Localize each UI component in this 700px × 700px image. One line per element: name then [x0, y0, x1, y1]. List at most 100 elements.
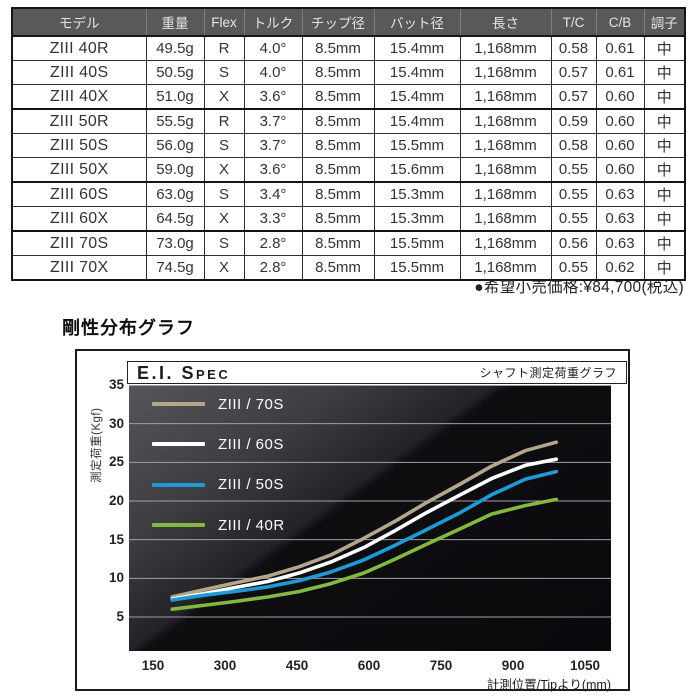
table-row: ZIII 50S 56.0g S 3.7° 8.5mm 15.5mm 1,168mm 0.58… [11, 133, 686, 158]
table-cell: 中 [643, 108, 686, 134]
table-cell: 15.3mm [373, 206, 461, 232]
table-cell: 0.56 [550, 230, 597, 256]
table-cell: 4.0° [243, 35, 303, 61]
series-line [170, 440, 559, 599]
table-cell: 3.6° [243, 157, 303, 183]
table-cell: 1,168mm [459, 60, 552, 85]
table-cell: 中 [643, 35, 686, 61]
chart-box: E.I. Spec シャフト測定荷重グラフ 測定荷重(Kgf) ZIII / 7… [75, 349, 630, 692]
column-header: モデル [11, 8, 147, 37]
table-cell: 56.0g [145, 133, 205, 158]
table-cell: 1,168mm [459, 230, 552, 256]
legend-item: ZIII / 40R [152, 516, 285, 534]
table-cell: 15.5mm [373, 255, 461, 281]
table-row: ZIII 50R 55.5g R 3.7° 8.5mm 15.4mm 1,168mm 0.59… [11, 108, 686, 134]
table-cell: 8.5mm [301, 230, 375, 256]
table-cell: 8.5mm [301, 35, 375, 61]
table-header-row: モデル 重量 Flex トルク チップ径 バット径 長さ T/C C/B 調子 [11, 8, 686, 37]
table-cell: 8.5mm [301, 60, 375, 85]
table-cell: 4.0° [243, 60, 303, 85]
model-cell: ZIII 40S [11, 60, 147, 85]
table-row: ZIII 70S 73.0g S 2.8° 8.5mm 15.5mm 1,168mm 0.56… [11, 230, 686, 256]
table-row: ZIII 50X 59.0g X 3.6° 8.5mm 15.6mm 1,168mm 0.55… [11, 157, 686, 183]
table-cell: 中 [643, 157, 686, 183]
table-cell: 中 [643, 133, 686, 158]
column-header: トルク [243, 8, 303, 37]
legend-item: ZIII / 70S [152, 395, 284, 413]
price-note: ●希望小売価格:¥84,700(税込) [474, 279, 684, 296]
legend-swatch [152, 402, 205, 406]
chart-title: E.I. Spec [137, 362, 231, 383]
legend-swatch [152, 482, 205, 487]
table-cell: 0.60 [595, 108, 645, 134]
table-cell: 0.63 [595, 230, 645, 256]
table-cell: 中 [643, 84, 686, 110]
x-tick-label: 1050 [570, 658, 601, 673]
column-header: C/B [595, 8, 645, 37]
table-cell: 中 [643, 206, 686, 232]
table-cell: 15.6mm [373, 157, 461, 183]
series-line [170, 469, 559, 602]
table-cell: X [203, 157, 245, 183]
table-cell: 1,168mm [459, 255, 552, 281]
table-cell: 中 [643, 181, 686, 207]
table-cell: 8.5mm [301, 206, 375, 232]
table-cell: 15.4mm [373, 35, 461, 61]
table-cell: 1,168mm [459, 133, 552, 158]
table-row: ZIII 40R 49.5g R 4.0° 8.5mm 15.4mm 1,168mm 0.58… [11, 35, 686, 61]
plot-area: ZIII / 70S ZIII / 60S ZIII / 50S ZIII / 40R [129, 385, 611, 651]
table-cell: 0.55 [550, 157, 597, 183]
table-cell: 0.58 [550, 133, 597, 158]
x-tick-label: 600 [357, 658, 381, 673]
legend-label: ZIII / 40R [218, 516, 285, 534]
table-cell: 1,168mm [459, 108, 552, 134]
table-cell: 1,168mm [459, 181, 552, 207]
table-cell: 64.5g [145, 206, 205, 232]
series-line [170, 457, 559, 601]
series-line [170, 497, 559, 611]
column-header: 調子 [643, 8, 686, 37]
x-tick-label: 450 [285, 658, 309, 673]
table-cell: 55.5g [145, 108, 205, 134]
y-tick-label: 20 [108, 492, 124, 508]
legend-label: ZIII / 60S [218, 435, 284, 453]
table-cell: 0.63 [595, 206, 645, 232]
legend-label: ZIII / 70S [218, 395, 284, 413]
table-cell: 3.6° [243, 84, 303, 110]
table-cell: 50.5g [145, 60, 205, 85]
table-cell: 15.3mm [373, 181, 461, 207]
legend-label: ZIII / 50S [218, 476, 284, 494]
table-cell: 1,168mm [459, 35, 552, 61]
model-cell: ZIII 50R [11, 108, 147, 134]
table-cell: X [203, 206, 245, 232]
table-cell: 0.57 [550, 60, 597, 85]
legend-item: ZIII / 50S [152, 476, 284, 494]
y-tick-label: 25 [108, 454, 124, 470]
table-row: ZIII 60S 63.0g S 3.4° 8.5mm 15.3mm 1,168mm 0.55… [11, 181, 686, 207]
table-cell: 1,168mm [459, 157, 552, 183]
table-cell: 15.5mm [373, 230, 461, 256]
model-cell: ZIII 50X [11, 157, 147, 183]
table-cell: 0.62 [595, 255, 645, 281]
table-cell: 8.5mm [301, 84, 375, 110]
table-cell: 74.5g [145, 255, 205, 281]
table-cell: 3.3° [243, 206, 303, 232]
x-tick-label: 150 [141, 658, 165, 673]
section-title: 剛性分布グラフ [62, 318, 195, 338]
table-cell: 2.8° [243, 230, 303, 256]
table-cell: 15.5mm [373, 133, 461, 158]
legend-item: ZIII / 60S [152, 435, 284, 453]
x-axis-label: 計測位置/Tipより(mm) [486, 678, 611, 692]
table-cell: 0.55 [550, 206, 597, 232]
model-cell: ZIII 60X [11, 206, 147, 232]
x-tick-label: 750 [429, 658, 453, 673]
column-header: 重量 [145, 8, 205, 37]
table-cell: 15.4mm [373, 60, 461, 85]
table-cell: 中 [643, 255, 686, 281]
column-header: T/C [550, 8, 597, 37]
table-cell: S [203, 133, 245, 158]
column-header: チップ径 [301, 8, 375, 37]
table-row: ZIII 70X 74.5g X 2.8° 8.5mm 15.5mm 1,168mm 0.55… [11, 255, 686, 281]
table-cell: 49.5g [145, 35, 205, 61]
table-row: ZIII 40S 50.5g S 4.0° 8.5mm 15.4mm 1,168mm 0.57… [11, 60, 686, 85]
